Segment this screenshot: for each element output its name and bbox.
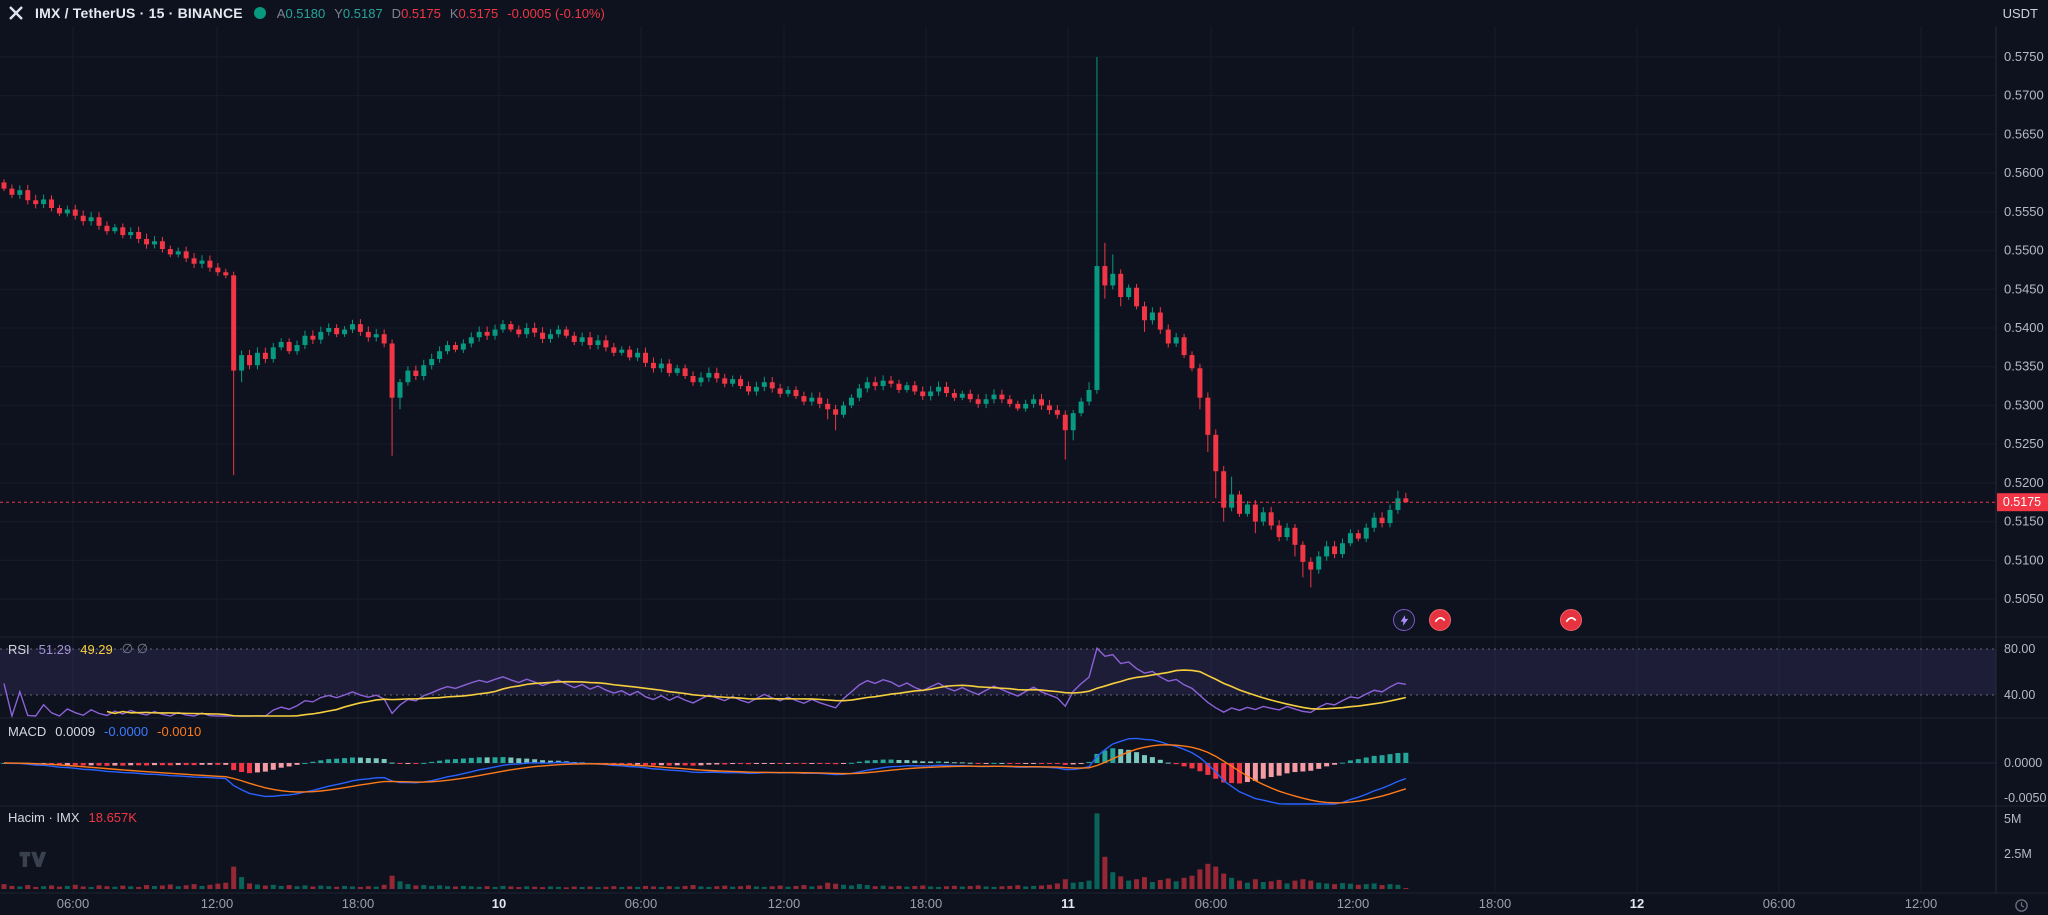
time-axis[interactable]: 06:00 12:00 18:00 10 06:00 12:00 18:00 11 06:00 1… bbox=[57, 896, 1938, 911]
red-marker-icon[interactable] bbox=[1560, 609, 1582, 631]
time-tick-label: 12:00 bbox=[768, 896, 801, 911]
time-tick-label: 10 bbox=[492, 896, 506, 911]
price-tick-label: 0.5300 bbox=[2004, 397, 2044, 412]
imx-logo-icon bbox=[8, 5, 24, 21]
price-tick-label: 0.5700 bbox=[2004, 88, 2044, 103]
time-tick-label: 12:00 bbox=[1337, 896, 1370, 911]
macd-pane bbox=[0, 737, 1996, 805]
volume-value: 18.657K bbox=[88, 810, 137, 825]
rsi-hidden-values: ∅ ∅ bbox=[121, 641, 149, 656]
change-value: -0.0005 (-0.10%) bbox=[507, 5, 605, 21]
tradingview-watermark-icon bbox=[19, 851, 47, 867]
price-tick-label: 0.5350 bbox=[2004, 359, 2044, 374]
candles-layer bbox=[1, 57, 1409, 588]
currency-label[interactable]: USDT bbox=[2002, 5, 2038, 21]
macd-hist-value: 0.0009 bbox=[55, 724, 96, 739]
time-tick-label: 06:00 bbox=[57, 896, 90, 911]
rsi-title[interactable]: RSI bbox=[8, 641, 30, 657]
ohlc-readout: A0.5180 Y0.5187 D0.5175 K0.5175 -0.0005 … bbox=[277, 6, 605, 21]
time-tick-label: 12:00 bbox=[1905, 896, 1938, 911]
high-value: 0.5187 bbox=[342, 5, 383, 21]
svg-text:5M: 5M bbox=[2004, 812, 2021, 826]
time-tick-label: 18:00 bbox=[342, 896, 375, 911]
volume-legend: Hacim · IMX 18.657K bbox=[8, 810, 137, 825]
close-label: K bbox=[449, 5, 459, 21]
rsi-pane bbox=[0, 646, 1996, 719]
price-tick-label: 0.5150 bbox=[2004, 514, 2044, 529]
time-tick-label: 18:00 bbox=[1479, 896, 1512, 911]
price-tick-label: 0.5050 bbox=[2004, 591, 2044, 606]
lightning-marker-icon[interactable] bbox=[1393, 609, 1415, 631]
price-tick-label: 0.5550 bbox=[2004, 204, 2044, 219]
price-tick-label: 0.5250 bbox=[2004, 436, 2044, 451]
price-tick-label: 0.5100 bbox=[2004, 552, 2044, 567]
rsi-ma-value: 49.29 bbox=[80, 641, 113, 657]
macd-line-value: -0.0000 bbox=[104, 724, 149, 739]
low-value: 0.5175 bbox=[401, 5, 441, 21]
svg-text:40.00: 40.00 bbox=[2004, 688, 2035, 702]
svg-text:2.5M: 2.5M bbox=[2004, 847, 2032, 861]
rsi-value: 51.29 bbox=[38, 641, 72, 657]
svg-text:80.00: 80.00 bbox=[2004, 642, 2035, 656]
time-tick-label: 06:00 bbox=[625, 896, 658, 911]
gridlines bbox=[0, 26, 1996, 893]
price-tick-label: 0.5750 bbox=[2004, 49, 2044, 64]
macd-legend: MACD 0.0009 -0.0000 -0.0010 bbox=[8, 724, 201, 739]
high-label: Y bbox=[334, 5, 343, 21]
open-value: 0.5180 bbox=[285, 5, 326, 21]
symbol-title[interactable]: IMX / TetherUS · 15 · BINANCE bbox=[35, 5, 243, 21]
time-tick-label: 06:00 bbox=[1195, 896, 1228, 911]
price-tick-label: 0.5650 bbox=[2004, 126, 2044, 141]
svg-text:0.5175: 0.5175 bbox=[2003, 495, 2041, 509]
red-marker-icon[interactable] bbox=[1429, 609, 1451, 631]
svg-text:-0.0050: -0.0050 bbox=[2004, 791, 2046, 805]
time-tick-label: 11 bbox=[1061, 896, 1075, 911]
low-label: D bbox=[391, 5, 402, 21]
timezone-clock-icon[interactable] bbox=[2014, 898, 2029, 913]
price-tick-label: 0.5450 bbox=[2004, 281, 2044, 296]
time-tick-label: 06:00 bbox=[1763, 896, 1796, 911]
volume-pane bbox=[1, 813, 1409, 889]
macd-signal-value: -0.0010 bbox=[157, 724, 202, 739]
chart-toolbar: IMX / TetherUS · 15 · BINANCE A0.5180 Y0… bbox=[0, 0, 2048, 26]
svg-text:0.0000: 0.0000 bbox=[2004, 756, 2042, 770]
rsi-legend: RSI 51.29 49.29 ∅ ∅ bbox=[8, 641, 148, 657]
time-tick-label: 18:00 bbox=[910, 896, 943, 911]
time-tick-label: 12 bbox=[1630, 896, 1644, 911]
market-status-dot[interactable] bbox=[253, 7, 266, 19]
time-tick-label: 12:00 bbox=[201, 896, 234, 911]
price-axis[interactable]: 0.5750 0.5700 0.5650 0.5600 0.5550 0.5500 0.54… bbox=[2004, 49, 2046, 861]
last-price-badge bbox=[1997, 493, 2048, 512]
open-label: A bbox=[276, 5, 286, 21]
volume-title[interactable]: Hacim · IMX bbox=[8, 810, 80, 825]
close-value: 0.5175 bbox=[458, 5, 499, 21]
price-tick-label: 0.5400 bbox=[2004, 320, 2044, 335]
price-tick-label: 0.5200 bbox=[2004, 475, 2044, 490]
price-tick-label: 0.5600 bbox=[2004, 165, 2044, 180]
price-tick-label: 0.5500 bbox=[2004, 243, 2044, 258]
macd-title[interactable]: MACD bbox=[8, 724, 47, 739]
